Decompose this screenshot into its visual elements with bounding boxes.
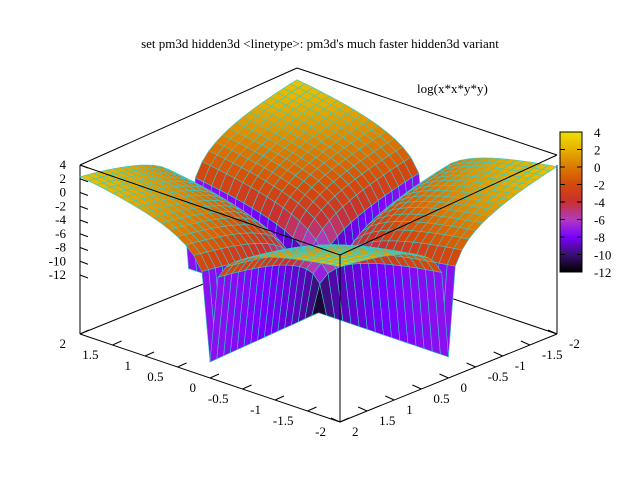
y-tick-label: -1.5 (542, 347, 563, 362)
y-tick-label: 0.5 (433, 391, 449, 406)
y-tick-mark (385, 395, 395, 401)
y-tick-mark (520, 340, 531, 346)
z-tick-mark (79, 247, 89, 251)
z-tick-mark (79, 219, 89, 224)
colorbox-tick-label: -4 (594, 195, 605, 210)
x-tick-mark (79, 329, 90, 335)
chart-title: set pm3d hidden3d <linetype>: pm3d's muc… (141, 36, 499, 51)
axes-box-front (79, 154, 558, 422)
colorbox-tick-label: -8 (594, 230, 605, 245)
z-tick-mark (79, 164, 89, 169)
y-tick-mark (439, 373, 449, 379)
x-tick-label: -0.5 (208, 391, 229, 406)
legend-label: log(x*x*y*y) (417, 81, 488, 96)
x-tick-mark (242, 384, 252, 390)
box-top-back-left (79, 67, 298, 166)
y-tick-label: -0.5 (488, 369, 509, 384)
z-tick-mark (79, 178, 89, 183)
colorbox-tick-label: -10 (594, 248, 611, 263)
colorbox-tick-label: -12 (594, 265, 611, 280)
colorbox: -12 -10 -8 -6 -4 -2 0 2 4 (559, 125, 611, 280)
x-tick-label: -1 (250, 402, 261, 417)
x-tick-label: -1.5 (273, 413, 294, 428)
z-tick-label: 4 (60, 157, 67, 172)
y-tick-label: 1.5 (379, 413, 395, 428)
z-tick-mark (79, 274, 89, 279)
y-tick-mark (493, 351, 503, 357)
z-tick-label: 0 (60, 185, 67, 200)
z-tick-label: 2 (60, 171, 67, 186)
x-tick-mark (274, 395, 285, 401)
x-tick-mark (177, 362, 187, 368)
x-tick-label: 1 (125, 358, 132, 373)
colorbox-tick-label: 2 (594, 143, 601, 158)
y-tick-mark (412, 384, 422, 390)
y-tick-mark (547, 329, 558, 335)
colorbox-tick-label: -6 (594, 213, 605, 228)
box-top-front-right (339, 154, 558, 256)
x-tick-mark (112, 340, 122, 346)
z-tick-label: -6 (55, 226, 66, 241)
x-tick-label: 1.5 (82, 347, 98, 362)
y-tick-mark (330, 417, 341, 423)
colorbox-tick-label: -2 (594, 178, 605, 193)
z-tick-label: -4 (55, 212, 66, 227)
y-tick-label: -2 (569, 336, 580, 351)
y-tick-mark (466, 362, 476, 368)
y-tick-mark (357, 406, 368, 412)
z-tick-label: -10 (49, 253, 66, 268)
colorbox-tick-label: 4 (594, 125, 601, 140)
y-tick-label: -1 (515, 358, 526, 373)
z-tick-label: -8 (55, 240, 66, 255)
y-tick-label: 2 (352, 424, 359, 439)
surface-mesh (79, 79, 558, 363)
y-tick-label: 0 (461, 380, 468, 395)
z-tick-mark (79, 192, 89, 196)
x-tick-label: -2 (315, 424, 326, 439)
box-top-back-right (296, 67, 558, 156)
z-tick-mark (79, 205, 89, 210)
x-tick-mark (144, 351, 155, 357)
z-tick-mark (79, 260, 89, 265)
x-tick-mark (209, 373, 220, 379)
x-tick-label: 2 (60, 336, 67, 351)
z-tick-mark (79, 233, 89, 238)
x-tick-label: 0 (190, 380, 197, 395)
x-tick-mark (339, 417, 350, 423)
y-tick-label: 1 (406, 402, 413, 417)
box-top-front-left (79, 164, 341, 256)
z-tick-label: -12 (49, 267, 66, 282)
z-tick-label: -2 (55, 198, 66, 213)
surface-facet (331, 262, 347, 268)
x-tick-label: 0.5 (147, 369, 163, 384)
x-tick-mark (307, 406, 317, 412)
colorbox-tick-label: 0 (594, 160, 601, 175)
